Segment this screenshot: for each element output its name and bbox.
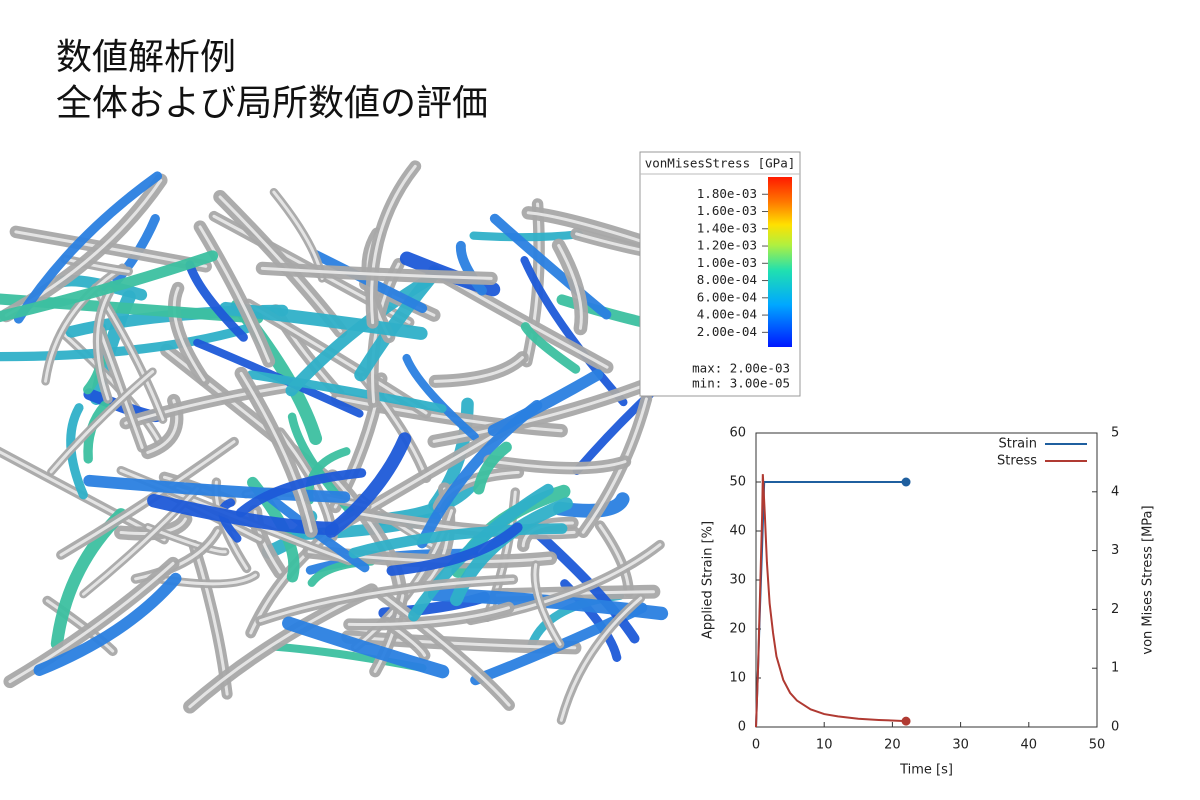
- colorbar-tick-label: 1.80e-03: [697, 186, 757, 201]
- y2-tick-label: 2: [1111, 602, 1119, 617]
- y-axis-label: Applied Strain [%]: [701, 521, 716, 639]
- fiber: [282, 616, 450, 679]
- y2-tick-label: 4: [1111, 484, 1119, 499]
- fiber: [0, 324, 252, 362]
- y2-tick-label: 0: [1111, 720, 1119, 735]
- colorbar-tick-label: 6.00e-04: [697, 289, 757, 304]
- x-tick-label: 0: [752, 738, 760, 753]
- fiber-highlight: [44, 266, 124, 383]
- colorbar-tick-label: 2.00e-04: [697, 324, 757, 339]
- fiber-highlight: [380, 593, 511, 707]
- fiber: [13, 171, 163, 324]
- fiber: [469, 230, 583, 242]
- y-tick-label: 40: [729, 524, 746, 539]
- fiber: [235, 468, 367, 518]
- colorbar-tick-label: 1.20e-03: [697, 238, 757, 253]
- plot-frame: [755, 432, 1098, 728]
- fiber-highlight: [533, 563, 562, 646]
- y-tick-label: 0: [738, 720, 746, 735]
- fiber-highlight: [432, 382, 650, 443]
- fiber: [408, 483, 554, 622]
- y2-tick-label: 1: [1111, 661, 1119, 676]
- colorbar-tick-label: 4.00e-04: [697, 307, 757, 322]
- fiber: [83, 474, 351, 503]
- fiber-highlight: [433, 356, 524, 383]
- y-tick-label: 60: [729, 426, 746, 441]
- fiber: [527, 523, 640, 644]
- legend-label: Strain: [998, 437, 1037, 452]
- fiber: [33, 572, 182, 676]
- colorbar: [768, 177, 792, 347]
- colorbar-min: min: 3.00e-05: [692, 376, 790, 391]
- legend-label: Stress: [997, 454, 1037, 469]
- fiber-highlight: [330, 474, 402, 588]
- fiber-highlight: [559, 596, 643, 722]
- colorbar-tick-label: 1.00e-03: [697, 255, 757, 270]
- chart: 0 10 20 30 40 50 0 10 20 30 40 50 60 0 1 2 3 4 5 Time [s] Ap…: [701, 426, 1156, 778]
- fiber-highlight: [49, 370, 155, 474]
- y2-tick-label: 3: [1111, 543, 1119, 558]
- y-tick-label: 20: [729, 622, 746, 637]
- fiber: [193, 338, 364, 418]
- fiber-highlight: [63, 257, 130, 273]
- y2-axis-label: von Mises Stress [MPa]: [1141, 505, 1156, 654]
- fiber-highlight: [239, 371, 313, 533]
- fiber: [246, 370, 447, 413]
- colorbar-tick-label: 8.00e-04: [697, 272, 757, 287]
- slide-title: 数値解析例: [56, 37, 236, 78]
- fiber: [285, 274, 435, 397]
- fiber: [3, 556, 180, 689]
- end-marker: [901, 477, 911, 487]
- fiber: [402, 353, 479, 441]
- y2-tick-label: 5: [1111, 426, 1119, 441]
- fiber: [489, 213, 612, 320]
- x-tick-label: 50: [1089, 738, 1106, 753]
- fiber: [0, 250, 219, 323]
- fiber: [473, 441, 512, 495]
- series-line: [755, 474, 907, 728]
- fiber: [520, 322, 581, 374]
- end-marker: [901, 716, 911, 726]
- series-line: [755, 481, 907, 728]
- fiber: [487, 369, 604, 437]
- fiber-highlight: [487, 459, 627, 470]
- x-tick-label: 20: [884, 738, 901, 753]
- x-tick-label: 10: [816, 738, 833, 753]
- fiber-highlight: [260, 266, 493, 280]
- fiber: [520, 256, 628, 407]
- fiber-highlight: [96, 290, 111, 401]
- y-tick-label: 30: [729, 573, 746, 588]
- fiber-highlight: [557, 244, 583, 330]
- colorbar-title: vonMisesStress [GPa]: [645, 156, 796, 171]
- colorbar-tick-label: 1.60e-03: [697, 203, 757, 218]
- fiber: [348, 523, 568, 559]
- x-tick-label: 30: [952, 738, 969, 753]
- fiber-highlight: [172, 286, 206, 382]
- slide-subtitle: 全体および局所数値の評価: [56, 83, 488, 124]
- fiber: [185, 260, 248, 342]
- x-tick-label: 40: [1021, 738, 1038, 753]
- fiber: [455, 240, 487, 296]
- fiber-highlight: [134, 529, 220, 581]
- fiber: [324, 432, 412, 538]
- y-tick-label: 50: [729, 475, 746, 490]
- x-axis-label: Time [s]: [899, 763, 953, 778]
- colorbar-max: max: 2.00e-03: [692, 361, 790, 376]
- fiber: [354, 266, 441, 382]
- fiber-highlight: [198, 225, 271, 363]
- fiber-highlight: [370, 164, 417, 325]
- colorbar-tick-label: 1.40e-03: [697, 220, 757, 235]
- fiber-highlight: [347, 606, 511, 627]
- fiber-render: [0, 160, 704, 725]
- fiber: [386, 522, 523, 576]
- fiber-highlight: [98, 328, 144, 449]
- fiber-highlight: [258, 577, 515, 623]
- y-tick-label: 10: [729, 671, 746, 686]
- fiber-highlight: [124, 383, 299, 425]
- fiber-highlight: [8, 561, 175, 684]
